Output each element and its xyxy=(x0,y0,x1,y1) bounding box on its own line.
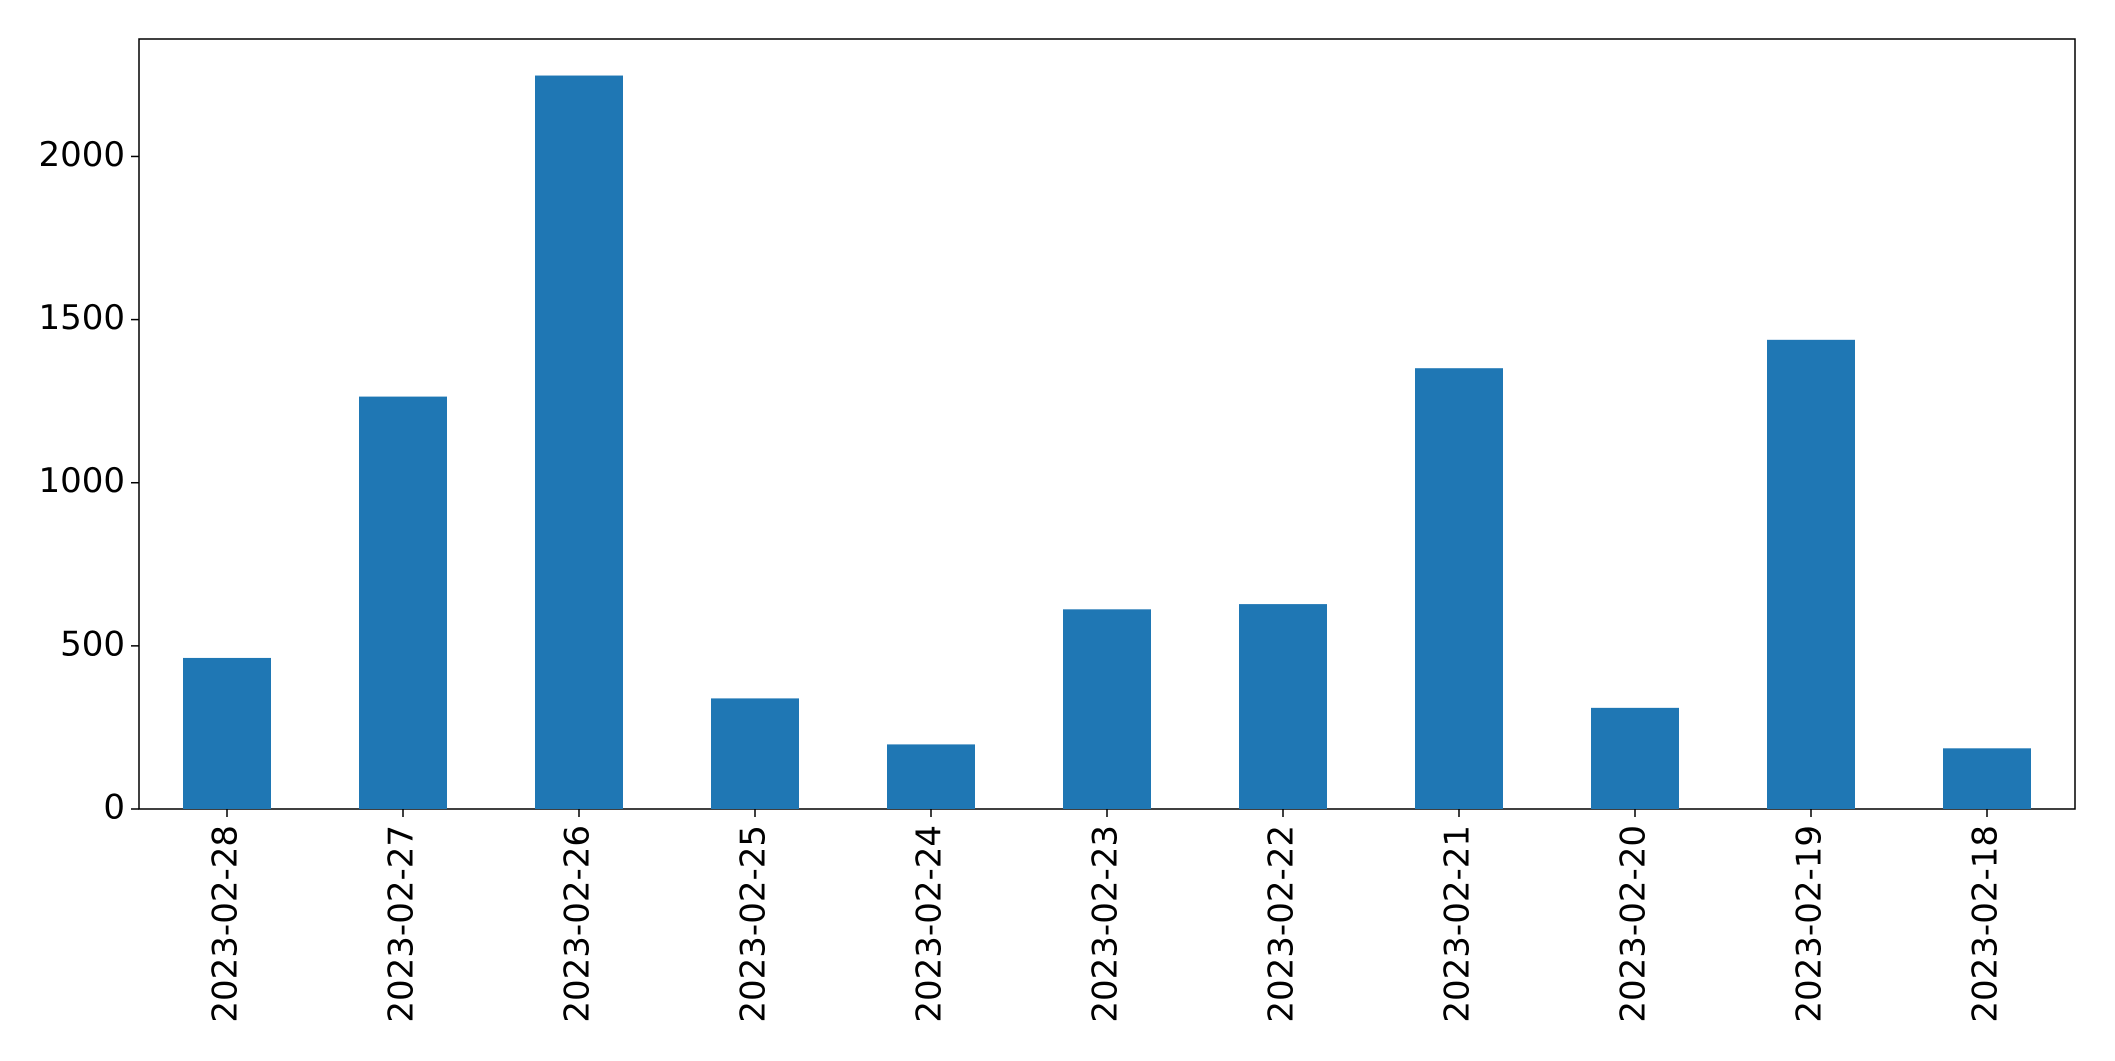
y-tick-label: 1500 xyxy=(38,298,125,338)
bar xyxy=(887,744,975,809)
x-tick-label: 2023-02-26 xyxy=(558,825,598,1023)
y-tick-label: 2000 xyxy=(38,135,125,175)
x-tick-label: 2023-02-25 xyxy=(734,825,774,1023)
y-tick-label: 500 xyxy=(60,624,125,664)
x-tick-label: 2023-02-27 xyxy=(382,825,422,1023)
x-tick-label: 2023-02-22 xyxy=(1262,825,1302,1023)
bar xyxy=(1239,604,1327,809)
y-tick-label: 1000 xyxy=(38,461,125,501)
y-tick-label: 0 xyxy=(103,788,125,828)
x-tick-label: 2023-02-20 xyxy=(1614,825,1654,1023)
bar xyxy=(711,698,799,809)
x-tick-label: 2023-02-24 xyxy=(910,825,950,1023)
bar xyxy=(359,396,447,809)
bar xyxy=(1063,609,1151,809)
x-tick-label: 2023-02-23 xyxy=(1086,825,1126,1023)
bar xyxy=(535,75,623,810)
x-tick-label: 2023-02-19 xyxy=(1790,825,1830,1023)
bar xyxy=(1767,339,1855,809)
x-tick-label: 2023-02-21 xyxy=(1438,825,1478,1023)
bar xyxy=(1415,368,1503,809)
bar xyxy=(1591,707,1679,809)
bar xyxy=(1943,748,2031,809)
bar xyxy=(183,657,271,809)
x-tick-label: 2023-02-28 xyxy=(206,825,246,1023)
x-tick-label: 2023-02-18 xyxy=(1966,825,2006,1023)
